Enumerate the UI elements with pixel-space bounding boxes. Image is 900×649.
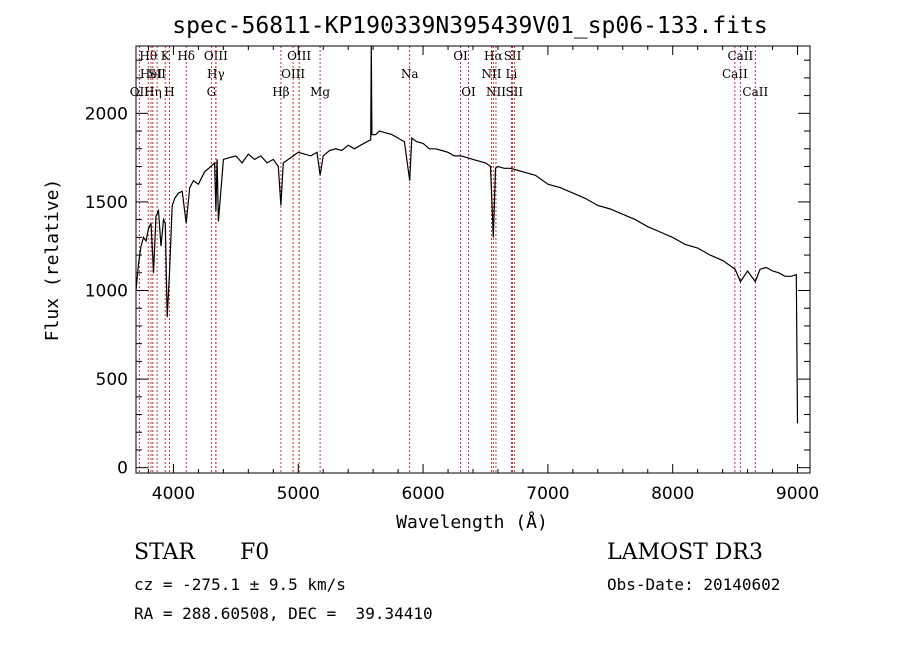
- line-marker-label: CaII: [742, 85, 768, 99]
- spectral-line-markers: OIIHθHeIHηSIIKHHδGOIIIHγHβOIIIOIIIMgNaOI…: [130, 46, 768, 473]
- line-marker-label: H: [164, 85, 174, 99]
- coords-text: RA = 288.60508, DEC = 39.34410: [134, 604, 433, 623]
- y-tick-label: 0: [117, 459, 128, 479]
- x-axis-label: Wavelength (Å): [396, 511, 548, 533]
- line-marker-label: Mg: [310, 85, 330, 99]
- line-marker-label: CaII: [722, 67, 748, 81]
- line-marker-label: Hδ: [177, 49, 195, 63]
- line-marker-label: Na: [401, 67, 419, 81]
- x-tick-label: 7000: [526, 484, 569, 504]
- x-tick-label: 5000: [277, 484, 320, 504]
- object-subclass: F0: [240, 540, 270, 565]
- line-marker-label: Hγ: [207, 67, 225, 81]
- chart-title: spec-56811-KP190339N395439V01_sp06-133.f…: [172, 13, 767, 39]
- line-marker-label: CaII: [727, 49, 753, 63]
- spectrum-line: [135, 45, 799, 424]
- y-axis-label: Flux (relative): [42, 179, 63, 342]
- line-marker-label: OIII: [281, 67, 305, 81]
- line-marker-label: NII: [486, 85, 506, 99]
- line-marker-label: SII: [148, 67, 166, 81]
- axes: 4000 5000 6000 7000 8000 9000 0 500 1000 1500 2000: [85, 46, 819, 504]
- line-marker-label: Hα: [484, 49, 503, 63]
- line-marker-label: Hβ: [272, 85, 289, 99]
- y-tick-label: 1000: [85, 282, 128, 302]
- line-marker-label: Li: [506, 67, 518, 81]
- y-tick-label: 500: [96, 370, 128, 390]
- plot-frame: [135, 45, 811, 474]
- line-marker-label: Hη: [144, 85, 162, 99]
- line-marker-label: SII: [504, 49, 522, 63]
- line-marker-label: OI: [453, 49, 468, 63]
- survey-name: LAMOST DR3: [607, 540, 763, 565]
- obs-date-text: Obs-Date: 20140602: [607, 575, 781, 594]
- line-marker-label: OII: [130, 85, 150, 99]
- y-tick-label: 2000: [85, 104, 128, 124]
- x-tick-label: 6000: [401, 484, 444, 504]
- redshift-text: cz = -275.1 ± 9.5 km/s: [134, 575, 346, 594]
- line-marker-label: NII: [481, 67, 501, 81]
- x-tick-label: 4000: [152, 484, 195, 504]
- y-tick-label: 1500: [85, 193, 128, 213]
- object-class: STAR: [134, 540, 195, 565]
- x-tick-label: 8000: [651, 484, 694, 504]
- line-marker-label: SII: [505, 85, 523, 99]
- line-marker-label: K: [161, 49, 171, 63]
- line-marker-label: G: [207, 85, 217, 99]
- line-marker-label: OIII: [287, 49, 311, 63]
- line-marker-label: Hθ: [139, 49, 157, 63]
- x-tick-label: 9000: [776, 484, 819, 504]
- line-marker-label: OI: [461, 85, 476, 99]
